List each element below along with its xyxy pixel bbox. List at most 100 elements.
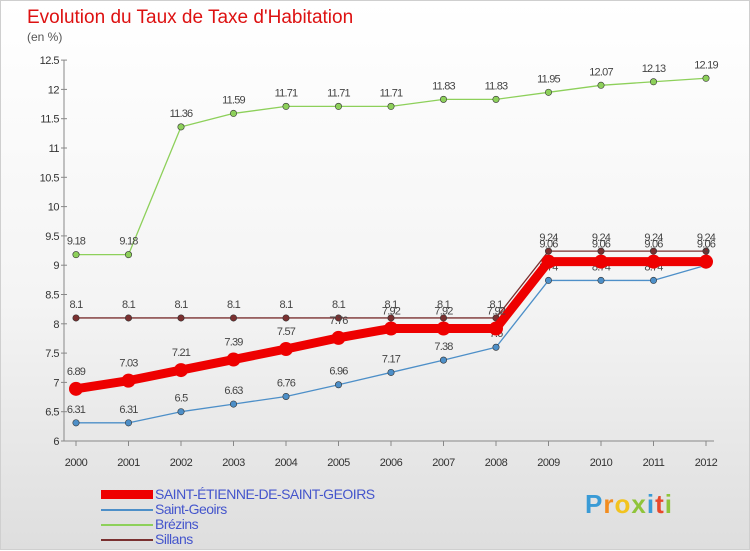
data-label-brezins: 9.18 xyxy=(119,236,138,248)
data-label-saint-etienne-de-saint-geoirs: 9.06 xyxy=(539,239,558,251)
data-point-brezins xyxy=(439,95,447,103)
legend-label: SAINT-ÉTIENNE-DE-SAINT-GEOIRS xyxy=(155,486,375,502)
y-tick-label: 11 xyxy=(49,143,60,155)
data-point-sillans xyxy=(597,247,605,255)
logo-letter: i xyxy=(664,489,673,519)
data-label-brezins: 12.19 xyxy=(694,59,718,71)
data-label-saint-etienne-de-saint-geoirs: 7.92 xyxy=(382,305,401,317)
x-tick-label: 2006 xyxy=(380,457,403,469)
data-label-saint-etienne-de-saint-geoirs: 7.92 xyxy=(434,305,453,317)
data-point-brezins xyxy=(544,88,552,96)
data-point-brezins xyxy=(282,102,290,110)
y-tick-label: 6.5 xyxy=(45,407,59,419)
data-point-saint-geoirs xyxy=(544,276,552,284)
series-line-saint-geoirs xyxy=(75,264,707,424)
data-point-brezins xyxy=(649,78,657,86)
data-point-saint-geoirs xyxy=(649,276,657,284)
data-point-saint-geoirs xyxy=(492,343,500,351)
data-point-saint-etienne-de-saint-geoirs xyxy=(699,254,713,269)
data-label-saint-etienne-de-saint-geoirs: 6.89 xyxy=(67,366,86,378)
y-tick-label: 12 xyxy=(48,84,60,96)
data-point-saint-etienne-de-saint-geoirs xyxy=(174,363,188,378)
y-tick-label: 10 xyxy=(48,202,60,214)
data-label-saint-etienne-de-saint-geoirs: 7.39 xyxy=(224,337,243,349)
data-label-sillans: 8.1 xyxy=(175,299,189,311)
logo-letter: r xyxy=(603,489,615,519)
x-tick-label: 2003 xyxy=(222,457,245,469)
data-point-sillans xyxy=(177,314,185,322)
data-label-sillans: 8.1 xyxy=(280,299,294,311)
data-point-saint-etienne-de-saint-geoirs xyxy=(121,373,136,388)
data-point-sillans xyxy=(72,314,80,322)
data-point-brezins xyxy=(702,74,710,82)
data-point-saint-etienne-de-saint-geoirs xyxy=(226,352,241,367)
y-tick-label: 7 xyxy=(53,377,59,389)
legend-label: Sillans xyxy=(155,531,193,547)
data-point-saint-etienne-de-saint-geoirs xyxy=(279,341,293,356)
data-label-saint-etienne-de-saint-geoirs: 9.06 xyxy=(644,239,663,251)
x-tick-label: 2001 xyxy=(117,457,140,469)
logo-letter: o xyxy=(614,489,632,519)
data-label-saint-geoirs: 6.31 xyxy=(67,404,86,416)
data-label-brezins: 11.71 xyxy=(275,87,298,99)
x-tick-label: 2007 xyxy=(432,457,455,469)
chart-unit: (en %) xyxy=(27,30,63,44)
y-tick-label: 7.5 xyxy=(45,348,59,360)
proxiti-logo: Proxiti xyxy=(585,489,673,520)
data-point-saint-geoirs xyxy=(230,400,238,408)
data-label-sillans: 9.24 xyxy=(644,232,663,244)
y-tick-label: 11.5 xyxy=(40,114,59,126)
data-label-brezins: 12.07 xyxy=(589,66,613,78)
data-point-saint-etienne-de-saint-geoirs xyxy=(489,321,503,336)
data-label-sillans: 9.24 xyxy=(697,232,716,244)
x-tick-label: 2000 xyxy=(65,457,88,469)
data-label-brezins: 9.18 xyxy=(67,236,86,248)
data-point-sillans xyxy=(334,314,342,322)
data-label-saint-geoirs: 6.96 xyxy=(329,366,348,378)
legend-label: Brézins xyxy=(155,516,199,532)
data-point-saint-geoirs xyxy=(72,419,80,427)
x-tick-label: 2004 xyxy=(275,457,298,469)
data-point-sillans xyxy=(282,314,290,322)
data-label-sillans: 8.1 xyxy=(122,299,136,311)
data-point-saint-geoirs xyxy=(597,276,605,284)
data-label-sillans: 8.1 xyxy=(332,299,346,311)
y-tick-label: 8 xyxy=(53,319,59,331)
data-point-brezins xyxy=(177,123,185,131)
data-point-saint-geoirs xyxy=(439,356,447,364)
legend-swatch xyxy=(101,509,153,511)
data-label-saint-geoirs: 9 xyxy=(703,246,709,258)
x-tick-label: 2005 xyxy=(327,457,350,469)
x-tick-label: 2002 xyxy=(170,457,193,469)
data-label-brezins: 11.95 xyxy=(537,73,560,85)
data-label-saint-etienne-de-saint-geoirs: 7.21 xyxy=(172,347,191,359)
data-point-saint-etienne-de-saint-geoirs xyxy=(436,321,451,336)
data-label-sillans: 9.24 xyxy=(539,232,558,244)
chart-title: Evolution du Taux de Taxe d'Habitation xyxy=(27,7,354,28)
logo-letter: P xyxy=(585,489,604,519)
data-point-saint-geoirs xyxy=(177,408,185,416)
data-label-brezins: 12.13 xyxy=(642,63,666,75)
data-label-saint-etienne-de-saint-geoirs: 7.57 xyxy=(277,326,296,338)
x-tick-label: 2008 xyxy=(485,457,508,469)
x-tick-label: 2011 xyxy=(643,457,665,469)
y-tick-label: 6 xyxy=(53,436,59,448)
data-point-brezins xyxy=(125,251,133,259)
y-tick-label: 8.5 xyxy=(45,290,59,302)
data-label-brezins: 11.36 xyxy=(170,108,193,120)
legend-swatch xyxy=(101,524,153,526)
data-label-saint-geoirs: 6.76 xyxy=(277,377,296,389)
data-label-brezins: 11.83 xyxy=(432,80,455,92)
data-label-saint-etienne-de-saint-geoirs: 7.03 xyxy=(119,358,138,370)
data-point-sillans xyxy=(649,247,657,255)
data-label-saint-geoirs: 6.63 xyxy=(224,385,243,397)
data-point-saint-etienne-de-saint-geoirs xyxy=(331,330,346,345)
data-point-sillans xyxy=(387,314,395,322)
data-label-saint-geoirs: 6.31 xyxy=(119,404,138,416)
legend-swatch xyxy=(101,490,153,499)
data-point-brezins xyxy=(230,109,238,117)
data-label-sillans: 8.1 xyxy=(437,299,451,311)
legend-swatch xyxy=(101,539,153,541)
data-point-saint-etienne-de-saint-geoirs xyxy=(384,321,398,336)
